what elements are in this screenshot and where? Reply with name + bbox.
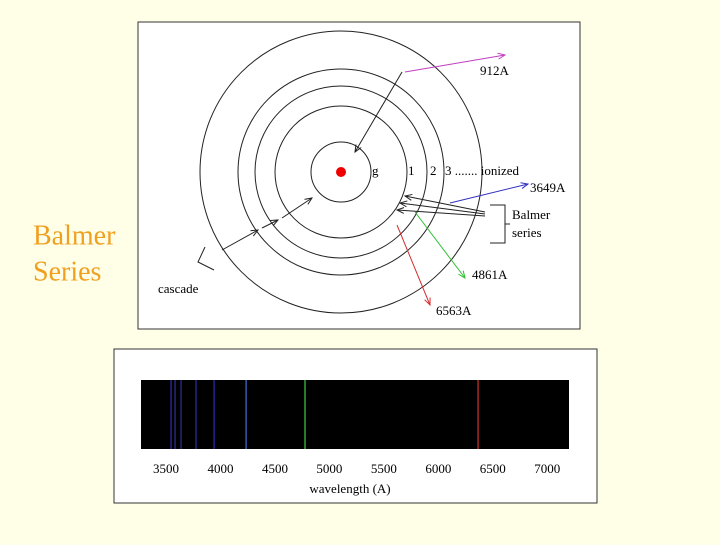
x-tick-label: 6000 <box>425 461 451 476</box>
label: g <box>372 163 379 178</box>
x-tick-label: 5500 <box>371 461 397 476</box>
label: 4861A <box>472 267 508 282</box>
side-label: Balmer <box>33 220 116 251</box>
label: cascade <box>158 281 199 296</box>
label: 912A <box>480 63 510 78</box>
x-tick-label: 3500 <box>153 461 179 476</box>
x-tick-label: 4500 <box>262 461 288 476</box>
x-tick-label: 4000 <box>208 461 234 476</box>
atom-diagram: 912A g 1 2 3 ....... ionized 3649A Balme… <box>137 21 581 330</box>
x-tick-label: 5000 <box>316 461 342 476</box>
spectrum: wavelength (A) 3500 4000 4500 5000 5500 6000 6… <box>113 348 598 504</box>
side-label: Series <box>33 256 101 287</box>
label: 3 ....... ionized <box>445 163 520 178</box>
x-axis-label: wavelength (A) <box>309 481 390 496</box>
label: Balmer <box>512 207 551 222</box>
label: 2 <box>430 163 437 178</box>
label: 1 <box>408 163 415 178</box>
label: 6563A <box>436 303 472 318</box>
label: 3649A <box>530 180 566 195</box>
label: series <box>512 225 542 240</box>
x-tick-label: 7000 <box>534 461 560 476</box>
x-tick-label: 6500 <box>480 461 506 476</box>
